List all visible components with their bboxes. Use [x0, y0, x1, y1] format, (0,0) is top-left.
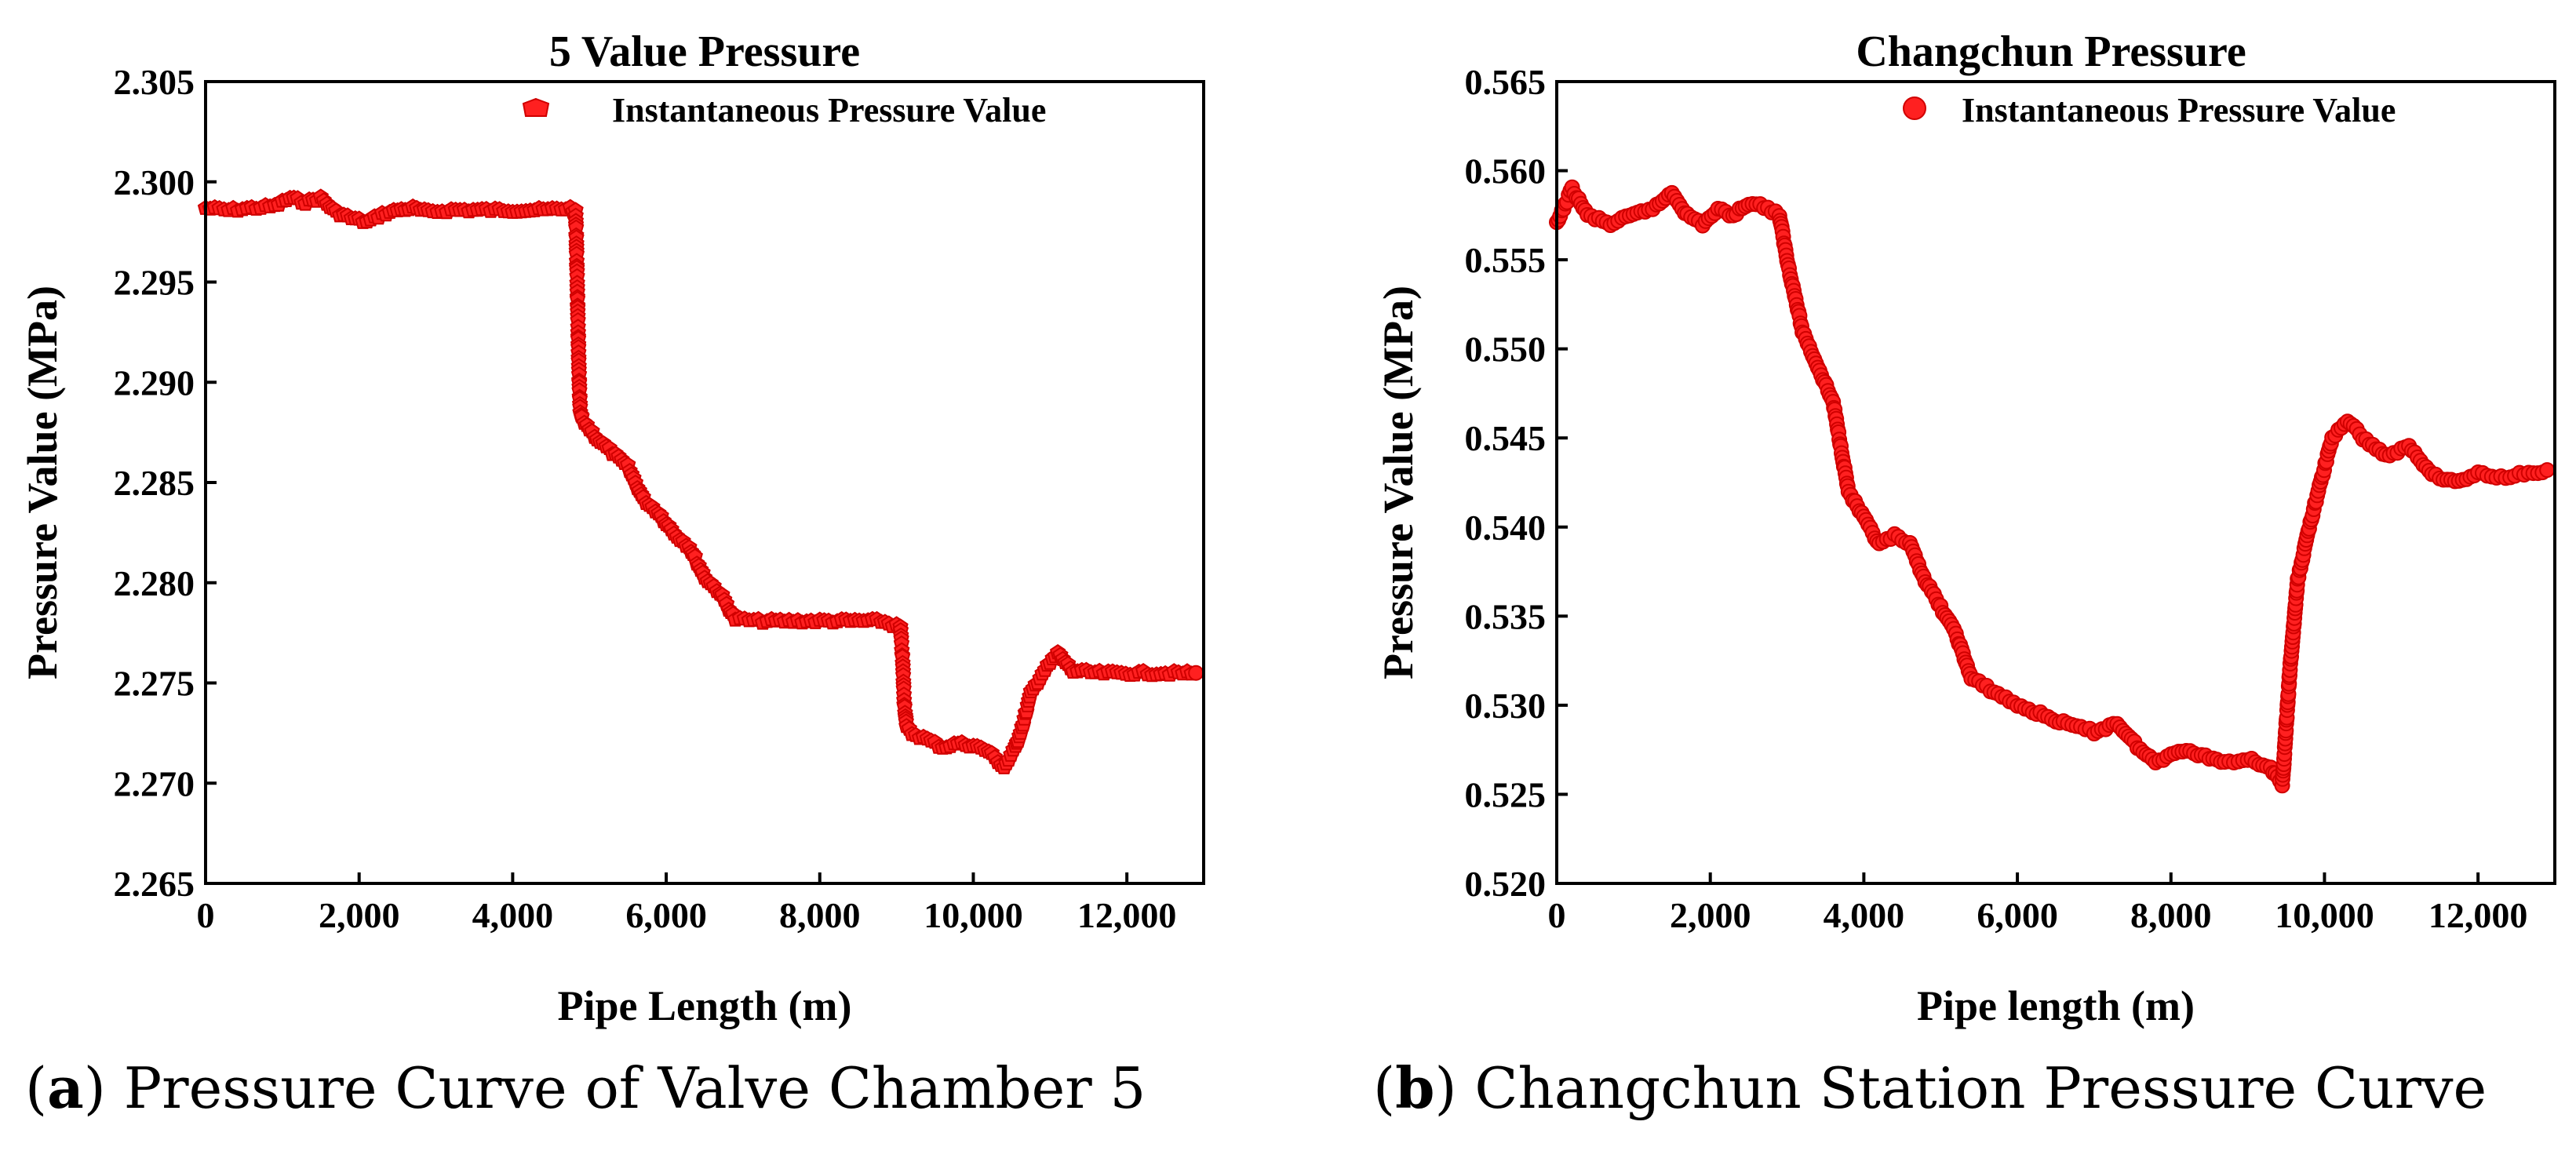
chart-b-title: Changchun Pressure: [1856, 27, 2246, 76]
chart-a-x-tick-label: 0: [197, 895, 215, 935]
chart-a-y-axis: 2.265 2.270 2.275 2.280 2.285 2.290 2.295 2.300…: [114, 62, 217, 904]
chart-b-plot-frame: [1555, 80, 2556, 885]
caption-b: (b) Changchun Station Pressure Curve: [1373, 1054, 2487, 1121]
chart-b-y-tick-label: 0.535: [1465, 596, 1547, 636]
chart-a-y-tick-label: 2.305: [114, 62, 195, 102]
chart-a-y-axis-label: Pressure Value (MPa): [19, 286, 66, 679]
chart-a-y-tick-label: 2.285: [114, 463, 195, 503]
chart-a-plot-frame: [204, 80, 1205, 885]
chart-b-x-tick-label: 12,000: [2428, 895, 2528, 935]
chart-b-x-tick-label: 8,000: [2130, 895, 2212, 935]
chart-b-y-tick-label: 0.550: [1465, 330, 1547, 370]
caption-a: (a) Pressure Curve of Valve Chamber 5: [25, 1054, 1146, 1121]
chart-b-y-tick-label: 0.565: [1465, 62, 1547, 102]
chart-a-y-tick-label: 2.275: [114, 664, 195, 704]
chart-b-x-tick-label: 4,000: [1824, 895, 1905, 935]
chart-a-legend-label: Instantaneous Pressure Value: [612, 91, 1046, 129]
chart-a-x-axis-label: Pipe Length (m): [558, 982, 852, 1029]
chart-a-y-tick-label: 2.265: [114, 864, 195, 904]
chart-a-markers: [197, 188, 1204, 774]
chart-a-x-tick-label: 2,000: [319, 895, 400, 935]
chart-a-y-tick-label: 2.295: [114, 263, 195, 303]
chart-a-y-tick-label: 2.270: [114, 763, 195, 803]
chart-b-markers: [1549, 179, 2556, 794]
chart-a-y-tick-label: 2.290: [114, 362, 195, 402]
chart-b-y-tick-label: 0.545: [1465, 418, 1547, 458]
chart-b-y-tick-label: 0.555: [1465, 240, 1547, 280]
chart-valve-chamber-5: 5 Value Pressure 0 2,000 4,000 6,000 8,000 10…: [19, 27, 1205, 1029]
caption-a-text: Pressure Curve of Valve Chamber 5: [124, 1055, 1146, 1121]
chart-a-legend-marker: [522, 97, 550, 117]
chart-b-y-tick-label: 0.525: [1465, 774, 1547, 814]
chart-b-x-tick-label: 2,000: [1670, 895, 1751, 935]
chart-a-y-tick-label: 2.300: [114, 162, 195, 202]
chart-changchun-station: Changchun Pressure 0 2,000 4,000 6,000 8,000…: [1375, 27, 2556, 1029]
chart-b-x-tick-label: 0: [1548, 895, 1566, 935]
chart-b-x-axis: 0 2,000 4,000 6,000 8,000 10,000 12,000: [1548, 872, 2528, 935]
chart-a-x-tick-label: 12,000: [1077, 895, 1177, 935]
chart-b-y-tick-label: 0.520: [1465, 864, 1547, 904]
chart-a-data-point: [1188, 665, 1204, 681]
chart-b-x-tick-label: 6,000: [1977, 895, 2058, 935]
chart-b-legend: Instantaneous Pressure Value: [1902, 91, 2396, 129]
chart-b-x-tick-label: 10,000: [2275, 895, 2374, 935]
chart-b-y-axis-label: Pressure Value (MPa): [1375, 286, 1422, 679]
chart-a-title: 5 Value Pressure: [549, 27, 860, 76]
chart-b-x-axis-label: Pipe length (m): [1917, 982, 2195, 1029]
caption-b-letter: b: [1395, 1054, 1434, 1121]
chart-b-legend-marker: [1902, 96, 1927, 120]
chart-a-y-tick-label: 2.280: [114, 563, 195, 603]
chart-a-legend: Instantaneous Pressure Value: [522, 91, 1046, 129]
chart-a-x-tick-label: 10,000: [924, 895, 1023, 935]
chart-b-y-axis: 0.520 0.525 0.530 0.535 0.540 0.545 0.550 0.555…: [1465, 62, 1568, 904]
chart-a-x-tick-label: 6,000: [625, 895, 707, 935]
caption-b-text: Changchun Station Pressure Curve: [1474, 1055, 2487, 1121]
chart-b-y-tick-label: 0.530: [1465, 686, 1547, 726]
chart-b-y-tick-label: 0.560: [1465, 151, 1547, 191]
chart-b-legend-label: Instantaneous Pressure Value: [1962, 91, 2396, 129]
chart-b-data-point: [2539, 462, 2556, 479]
chart-a-x-tick-label: 4,000: [472, 895, 554, 935]
caption-a-letter: a: [47, 1054, 84, 1121]
chart-b-y-tick-label: 0.540: [1465, 508, 1547, 548]
chart-a-x-axis: 0 2,000 4,000 6,000 8,000 10,000 12,000: [197, 872, 1177, 935]
chart-a-x-tick-label: 8,000: [779, 895, 861, 935]
